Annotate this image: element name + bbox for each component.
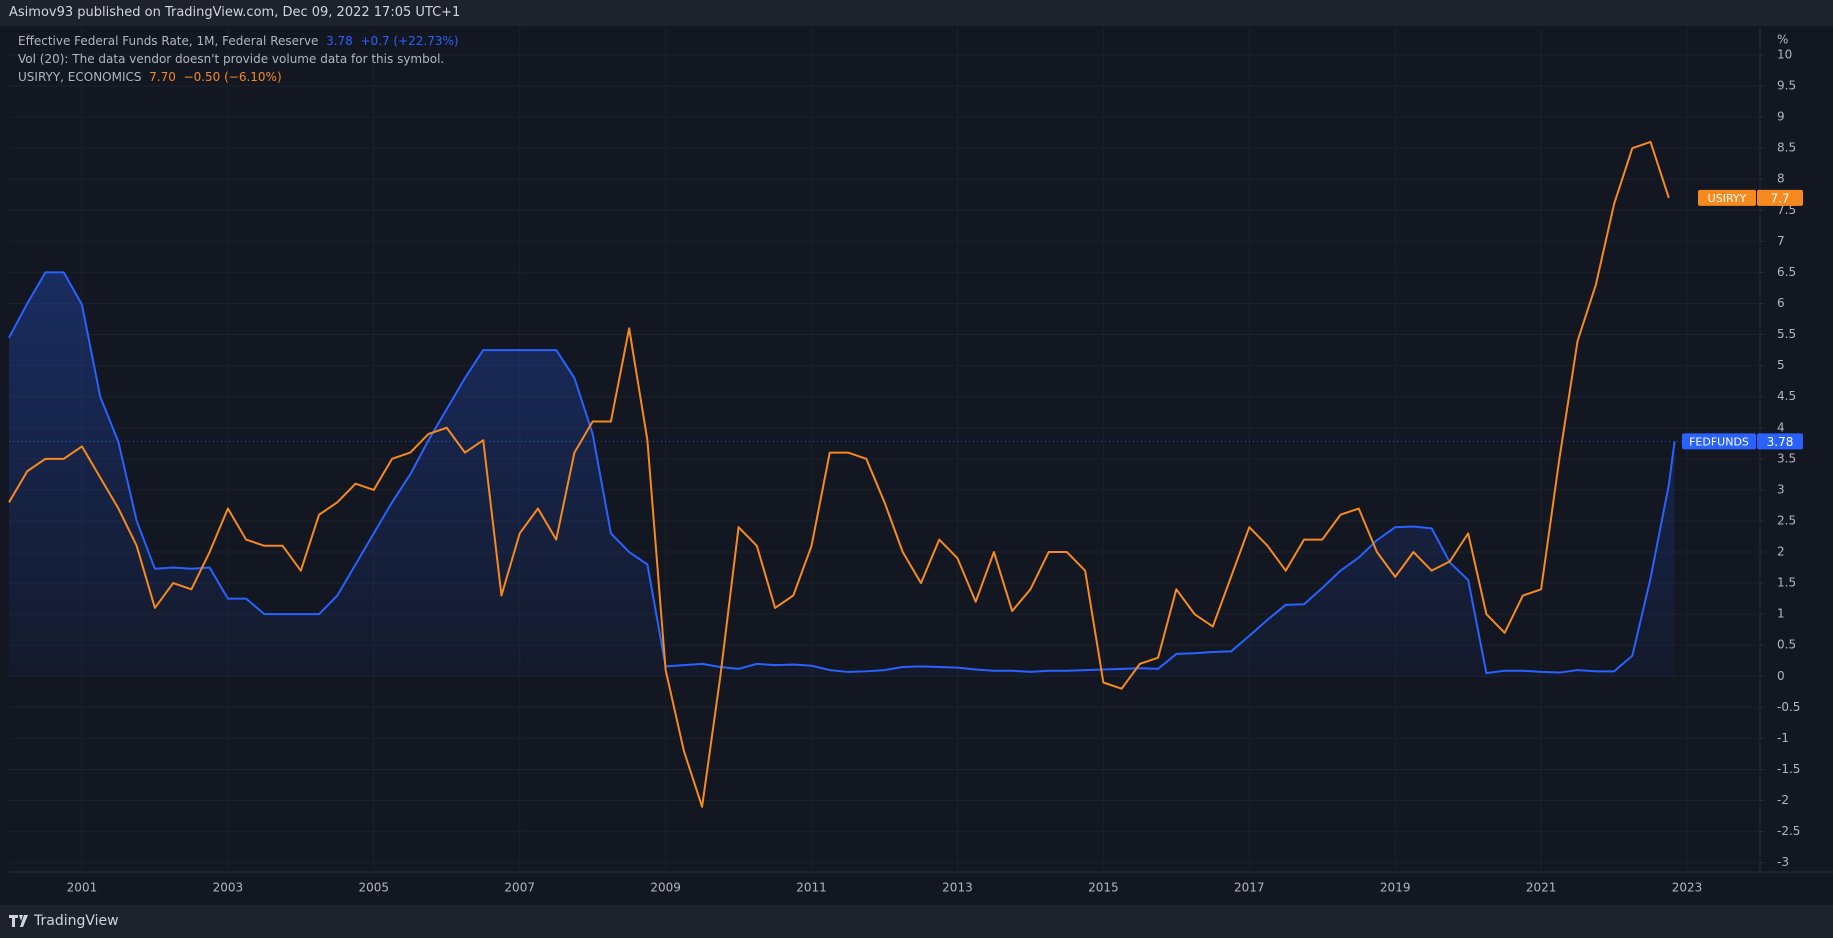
logo — [9, 915, 28, 927]
legend-title: USIRYY, ECONOMICS — [18, 70, 142, 84]
y-tick-label: 7.5 — [1777, 203, 1796, 217]
y-tick-label: 8 — [1777, 172, 1785, 186]
brand: TradingView — [34, 913, 119, 929]
price-tag-name-text: FEDFUNDS — [1689, 435, 1749, 448]
price-tag-text: 3.78 — [1767, 435, 1794, 449]
y-tick-label: -2 — [1777, 793, 1789, 807]
x-tick-label: 2001 — [67, 881, 98, 895]
y-tick-label: 7 — [1777, 234, 1785, 248]
price-tag-name-text: USIRYY — [1708, 192, 1747, 205]
y-unit: % — [1777, 33, 1788, 47]
y-tick-label: 2 — [1777, 545, 1785, 559]
y-tick-label: 0.5 — [1777, 638, 1796, 652]
x-tick-label: 2009 — [650, 881, 681, 895]
y-tick-label: 3.5 — [1777, 451, 1796, 465]
x-tick-label: 2011 — [796, 881, 827, 895]
x-tick-label: 2013 — [942, 881, 973, 895]
y-tick-label: 1.5 — [1777, 576, 1796, 590]
top-bar: Asimov93 published on TradingView.com, D… — [0, 0, 1833, 26]
y-tick-label: 4.5 — [1777, 389, 1796, 403]
x-tick-label: 2021 — [1526, 881, 1557, 895]
y-tick-label: 6.5 — [1777, 265, 1796, 279]
legend: Effective Federal Funds Rate, 1M, Federa… — [18, 32, 459, 86]
y-tick-label: 3 — [1777, 482, 1785, 496]
publish-info: Asimov93 published on TradingView.com, D… — [9, 5, 461, 20]
y-tick-label: 4 — [1777, 420, 1785, 434]
y-tick-label: 1 — [1777, 607, 1785, 621]
y-tick-label: 5 — [1777, 358, 1785, 372]
x-tick-label: 2017 — [1234, 881, 1265, 895]
x-tick-label: 2007 — [504, 881, 535, 895]
footer: TradingView — [0, 905, 1833, 938]
x-tick-label: 2023 — [1672, 881, 1703, 895]
y-tick-label: 6 — [1777, 296, 1785, 310]
price-tag-text: 7.7 — [1770, 191, 1789, 205]
y-tick-label: 5.5 — [1777, 327, 1796, 341]
legend-row: Effective Federal Funds Rate, 1M, Federa… — [18, 32, 459, 50]
price-tag — [1757, 433, 1803, 450]
y-tick-label: 9 — [1777, 110, 1785, 124]
volume-note: Vol (20): The data vendor doesn't provid… — [18, 52, 445, 66]
y-tick-label: 2.5 — [1777, 513, 1796, 527]
legend-last: 3.78 — [326, 34, 353, 48]
line — [8, 140, 1670, 808]
legend-change: +0.7 (+22.73%) — [360, 34, 459, 48]
x-tick-label: 2005 — [359, 881, 390, 895]
y-tick-label: -1 — [1777, 731, 1789, 745]
y-tick-label: 0 — [1777, 669, 1785, 683]
x-tick-label: 2015 — [1088, 881, 1119, 895]
legend-title: Effective Federal Funds Rate, 1M, Federa… — [18, 34, 319, 48]
y-tick-label: 9.5 — [1777, 79, 1796, 93]
legend-last: 7.70 — [149, 70, 176, 84]
area — [9, 272, 1675, 677]
y-tick-label: 10 — [1777, 47, 1792, 61]
y-tick-label: -0.5 — [1777, 700, 1800, 714]
legend-row: USIRYY, ECONOMICS 7.70 −0.50 (−6.10%) — [18, 68, 459, 86]
y-tick-label: 8.5 — [1777, 141, 1796, 155]
legend-row: Vol (20): The data vendor doesn't provid… — [18, 50, 459, 68]
y-tick-label: -1.5 — [1777, 762, 1800, 776]
price-tag-name — [1698, 189, 1756, 206]
y-tick-label: -3 — [1777, 855, 1789, 869]
x-tick-label: 2003 — [213, 881, 244, 895]
price-tag-name — [1682, 433, 1756, 450]
chart: %109.598.587.576.565.554.543.532.521.510… — [8, 27, 1833, 895]
legend-change: −0.50 (−6.10%) — [183, 70, 282, 84]
line — [8, 271, 1676, 675]
price-tag — [1757, 189, 1803, 206]
x-tick-label: 2019 — [1380, 881, 1411, 895]
y-tick-label: -2.5 — [1777, 824, 1800, 838]
